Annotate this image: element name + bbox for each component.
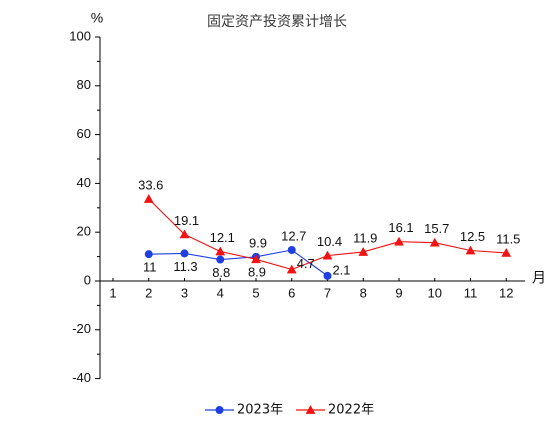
x-tick-label: 9 [395, 285, 402, 300]
data-label: 10.4 [317, 234, 342, 249]
legend-item: 2023年 [205, 403, 283, 418]
data-point [144, 250, 153, 259]
y-tick-label: -40 [72, 370, 91, 385]
series-line-segment [398, 241, 435, 244]
x-tick-label: 12 [499, 285, 513, 300]
x-tick-label: 4 [217, 285, 224, 300]
data-label: 11 [143, 260, 157, 275]
x-tick-label: 7 [324, 285, 331, 300]
data-point [287, 246, 296, 255]
legend-label: 2023年 [237, 403, 283, 418]
data-point [429, 237, 440, 247]
data-point [143, 194, 154, 203]
series-line-segment [184, 252, 221, 261]
x-tick-label: 11 [464, 285, 478, 300]
data-point [465, 245, 476, 255]
data-label: 2.1 [332, 262, 350, 277]
x-tick-label: 2 [145, 285, 152, 300]
series-layer: 11 11.3 8.8 9.9 12.7 2.1 33.6 19.1 12.1 8.9 4.710.… [138, 177, 520, 280]
data-point [394, 236, 404, 246]
data-label: 11.5 [496, 231, 520, 246]
y-axis-unit: % [91, 10, 103, 26]
data-point [358, 246, 369, 256]
legend: 2023年 2022年 [205, 403, 374, 418]
y-tick-label: 80 [77, 77, 91, 92]
x-tick-label: 6 [288, 285, 295, 300]
data-point [323, 271, 332, 280]
legend-item: 2022年 [296, 403, 374, 418]
data-label: 15.7 [424, 221, 449, 236]
y-tick-label: 20 [77, 224, 91, 239]
series-line-segment [184, 233, 221, 252]
x-tick-label: 3 [181, 285, 188, 300]
data-label: 4.7 [297, 256, 315, 271]
series-line-segment [363, 241, 400, 253]
legend-marker [305, 404, 316, 414]
series-line-segment [220, 256, 257, 261]
x-tick-label: 10 [428, 285, 442, 300]
series-line-segment [148, 198, 185, 235]
data-label: 16.1 [388, 220, 413, 235]
data-point [179, 229, 190, 239]
data-label: 19.1 [174, 213, 199, 228]
legend-marker [215, 406, 224, 414]
data-label: 9.9 [249, 235, 267, 250]
data-point [180, 249, 189, 258]
data-point [251, 254, 261, 264]
series-line-segment [434, 242, 471, 252]
x-tick-label: 5 [252, 285, 259, 300]
series-line-segment [220, 250, 257, 260]
y-tick-label: 40 [77, 175, 91, 190]
y-tick-label: -20 [72, 321, 91, 336]
series-line-segment [291, 255, 328, 271]
y-tick-label: 0 [84, 272, 91, 287]
data-label: 12.7 [281, 228, 306, 243]
data-point [286, 264, 297, 274]
data-label: 12.5 [460, 229, 485, 244]
y-tick-label: 60 [77, 126, 91, 141]
y-tick-label: 100 [69, 28, 91, 43]
data-point [216, 255, 225, 264]
series-line-segment [470, 249, 507, 254]
series-1: 33.619.112.18.94.710.4 11.916.1 15.712.5 11… [138, 177, 520, 279]
x-axis-unit: 月 [532, 270, 546, 286]
data-label: 12.1 [210, 230, 235, 245]
data-point [322, 250, 333, 260]
series-line-segment [148, 252, 185, 255]
series-line-segment [255, 249, 292, 258]
x-tick-label: 1 [109, 285, 116, 300]
x-tick-label: 8 [360, 285, 367, 300]
data-label: 33.6 [138, 177, 163, 192]
data-label: 8.8 [212, 265, 230, 280]
data-point [215, 246, 226, 256]
data-label: 11.3 [173, 259, 197, 274]
chart-title: 固定资产投资累计增长 [207, 14, 347, 30]
series-0: 11 11.3 8.8 9.9 12.7 2.1 [143, 228, 351, 280]
series-line-segment [255, 258, 292, 271]
legend-label: 2022年 [328, 403, 374, 418]
data-label: 8.9 [248, 265, 266, 280]
data-label: 11.9 [353, 230, 377, 245]
series-line-segment [327, 251, 364, 257]
data-point [501, 247, 512, 257]
